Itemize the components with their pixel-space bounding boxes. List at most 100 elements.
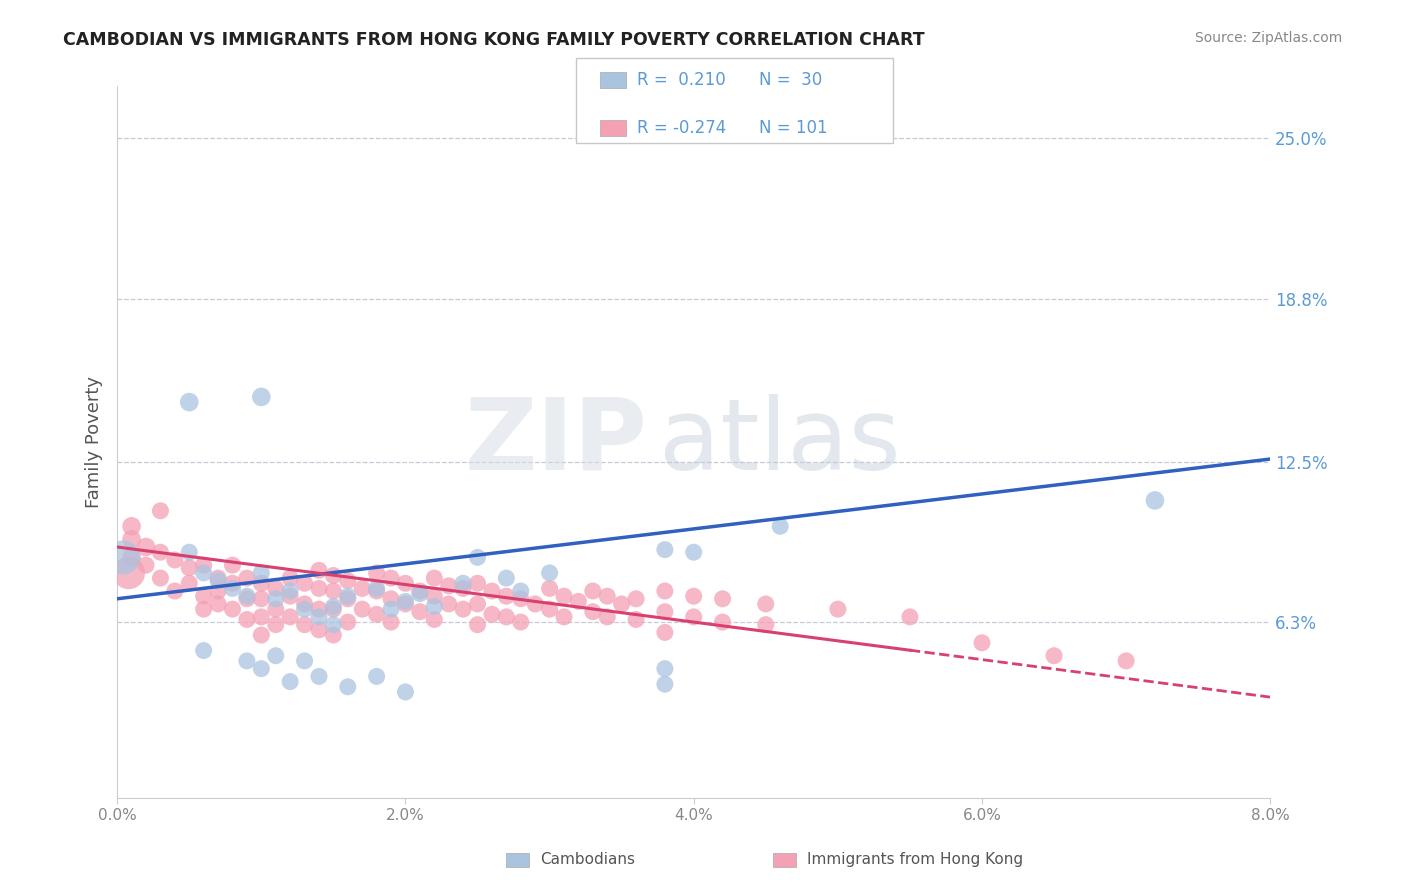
Point — [193, 643, 215, 657]
Point — [308, 669, 330, 683]
Point — [352, 602, 374, 616]
Point — [538, 582, 561, 596]
Point — [654, 625, 676, 640]
Point — [278, 584, 301, 599]
Point — [755, 617, 778, 632]
Point — [250, 390, 273, 404]
Point — [264, 582, 287, 596]
Point — [111, 550, 134, 565]
Point — [121, 533, 143, 547]
Point — [278, 589, 301, 603]
Point — [509, 591, 531, 606]
Point — [179, 545, 201, 559]
Point — [827, 602, 849, 616]
Point — [352, 582, 374, 596]
Point — [308, 623, 330, 637]
Point — [509, 615, 531, 629]
Point — [654, 662, 676, 676]
Point — [409, 586, 432, 600]
Text: Immigrants from Hong Kong: Immigrants from Hong Kong — [807, 853, 1024, 867]
Point — [250, 610, 273, 624]
Point — [294, 617, 316, 632]
Point — [509, 584, 531, 599]
Point — [121, 550, 143, 565]
Point — [308, 610, 330, 624]
Point — [366, 607, 388, 622]
Point — [250, 591, 273, 606]
Point — [394, 685, 416, 699]
Point — [149, 545, 172, 559]
Point — [322, 628, 344, 642]
Point — [193, 558, 215, 573]
Point — [149, 504, 172, 518]
Point — [264, 602, 287, 616]
Point — [495, 589, 517, 603]
Point — [437, 597, 460, 611]
Point — [898, 610, 921, 624]
Point — [308, 602, 330, 616]
Point — [207, 597, 229, 611]
Point — [970, 636, 993, 650]
Point — [1115, 654, 1137, 668]
Point — [582, 605, 605, 619]
Point — [250, 566, 273, 580]
Point — [380, 571, 402, 585]
Point — [423, 612, 446, 626]
Point — [278, 571, 301, 585]
Point — [481, 584, 503, 599]
Text: Cambodians: Cambodians — [540, 853, 636, 867]
Point — [380, 615, 402, 629]
Point — [380, 591, 402, 606]
Text: R = -0.274: R = -0.274 — [637, 119, 725, 136]
Point — [193, 566, 215, 580]
Point — [596, 610, 619, 624]
Point — [380, 602, 402, 616]
Point — [236, 589, 259, 603]
Point — [336, 589, 359, 603]
Point — [451, 602, 474, 616]
Point — [294, 576, 316, 591]
Point — [179, 560, 201, 574]
Point — [711, 591, 734, 606]
Point — [221, 558, 243, 573]
Point — [467, 617, 489, 632]
Point — [394, 576, 416, 591]
Point — [322, 584, 344, 599]
Point — [264, 617, 287, 632]
Point — [118, 566, 141, 580]
Point — [654, 584, 676, 599]
Point — [264, 648, 287, 663]
Point — [366, 669, 388, 683]
Point — [423, 589, 446, 603]
Point — [451, 576, 474, 591]
Point — [366, 584, 388, 599]
Point — [495, 571, 517, 585]
Point — [149, 571, 172, 585]
Point — [336, 591, 359, 606]
Text: N =  30: N = 30 — [759, 71, 823, 89]
Point — [682, 610, 704, 624]
Point — [481, 607, 503, 622]
Point — [322, 599, 344, 614]
Point — [193, 602, 215, 616]
Point — [538, 566, 561, 580]
Point — [682, 545, 704, 559]
Point — [467, 597, 489, 611]
Point — [567, 594, 589, 608]
Point — [394, 597, 416, 611]
Point — [654, 677, 676, 691]
Point — [366, 582, 388, 596]
Text: atlas: atlas — [659, 393, 901, 491]
Point — [682, 589, 704, 603]
Point — [423, 571, 446, 585]
Point — [236, 591, 259, 606]
Point — [221, 576, 243, 591]
Point — [524, 597, 547, 611]
Text: ZIP: ZIP — [465, 393, 648, 491]
Point — [193, 589, 215, 603]
Point — [221, 582, 243, 596]
Point — [236, 571, 259, 585]
Point — [221, 602, 243, 616]
Text: R =  0.210: R = 0.210 — [637, 71, 725, 89]
Point — [294, 654, 316, 668]
